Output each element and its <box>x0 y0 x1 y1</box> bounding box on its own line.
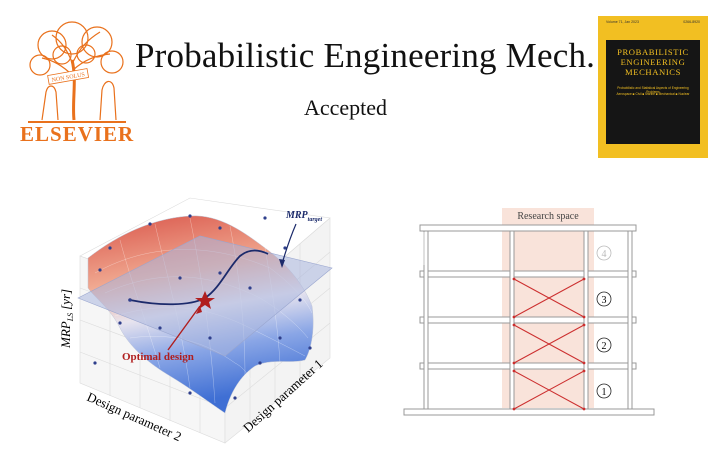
cover-title-line-3: MECHANICS <box>624 67 681 77</box>
annotation-arrow <box>167 305 201 351</box>
story-label-3: 3 <box>602 295 607 306</box>
acceptance-status: Accepted <box>304 95 388 120</box>
journal-cover-image: Volume 71, Jan 2023 0266-8920 PROBABILIS… <box>598 16 708 158</box>
response-surface-figure: Optimal design MRPtarget MRPLS[yr] Desig… <box>58 197 333 444</box>
story-label-1: 1 <box>602 387 607 398</box>
cover-volume: Volume 71, Jan 2023 <box>606 20 639 24</box>
optimal-design-star-icon <box>195 291 215 309</box>
cover-issn: 0266-8920 <box>683 20 700 24</box>
cover-subtitle: Probabilistic and Statistical Aspects of… <box>617 86 689 94</box>
svg-text:NON SOLUS: NON SOLUS <box>51 72 85 84</box>
foundation <box>403 408 655 416</box>
z-axis-label: MRPLS[yr] <box>58 289 75 349</box>
plane-arrow-head-icon <box>279 259 285 268</box>
limit-state-curve <box>129 249 269 306</box>
braces <box>513 278 585 410</box>
optimal-design-label: Optimal design <box>122 351 194 363</box>
arrow-head-icon <box>196 306 202 314</box>
elsevier-tree-logo-icon: NON SOLUS <box>28 21 126 123</box>
story-label-4: 4 <box>602 249 607 260</box>
cover-topics: Aerospace ■ Civil ■ Marine ■ Mechanical … <box>616 92 690 96</box>
sample-points <box>93 214 312 400</box>
research-space-region <box>502 208 594 408</box>
brace-joints <box>512 277 586 411</box>
journal-title: Probabilistic Engineering Mech. <box>135 36 596 75</box>
cover-title-line-1: PROBABILISTIC <box>617 47 689 57</box>
cover-title-line-2: ENGINEERING <box>620 57 686 67</box>
research-space-label: Research space <box>517 211 579 222</box>
frame-members <box>419 224 637 410</box>
elsevier-wordmark: ELSEVIER <box>20 122 135 146</box>
story-label-2: 2 <box>602 341 607 352</box>
frame-structure-figure: Research space 4 3 2 1 <box>403 208 655 416</box>
plane-label: MRPtarget <box>285 210 322 223</box>
